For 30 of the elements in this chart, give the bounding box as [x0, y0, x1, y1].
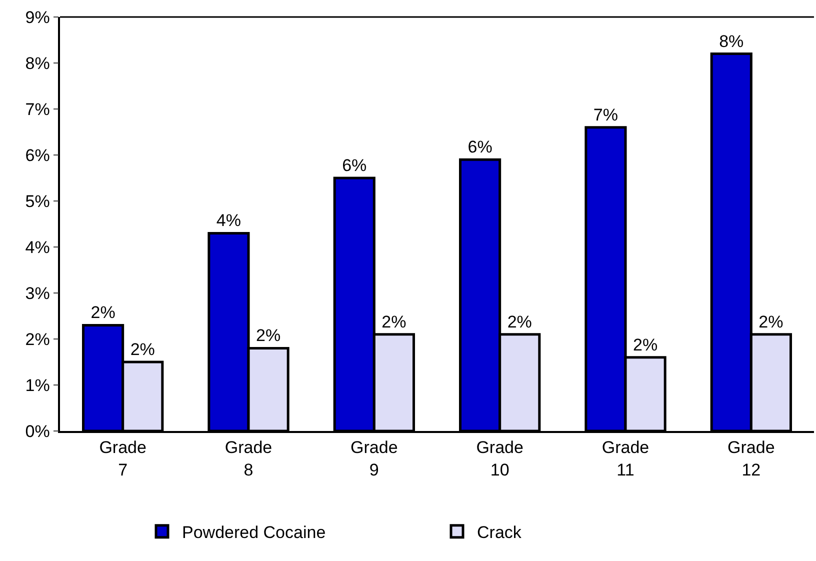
data-label: 8% — [719, 32, 744, 51]
x-tick-label: Grade 10 — [476, 438, 524, 480]
y-tick-label: 5% — [25, 192, 50, 211]
data-label: 2% — [758, 312, 784, 332]
data-label: 2% — [507, 312, 532, 332]
y-tick-label: 9% — [25, 8, 50, 27]
data-label: 2% — [130, 340, 155, 359]
data-label: 6% — [342, 156, 367, 175]
data-label: 6% — [468, 138, 492, 157]
x-tick-label: Grade 12 — [728, 438, 775, 480]
data-label: 2% — [633, 335, 658, 354]
legend-label: Crack — [477, 522, 522, 542]
y-tick-label: 4% — [25, 238, 50, 257]
y-tick-label: 2% — [25, 330, 50, 349]
x-tick-label: Grade 8 — [224, 438, 272, 480]
y-tick-label: 3% — [25, 284, 50, 303]
legend-label: Powdered Cocaine — [182, 522, 326, 542]
x-tick-label: Grade 11 — [602, 438, 650, 480]
y-tick-label: 1% — [25, 376, 50, 395]
data-label: 2% — [382, 312, 406, 332]
y-tick-label: 0% — [25, 422, 50, 441]
y-tick-label: 8% — [25, 54, 50, 73]
x-tick-label: Grade 9 — [350, 438, 398, 480]
y-tick-label: 7% — [25, 100, 50, 119]
data-label: 7% — [593, 105, 618, 124]
data-label: 2% — [90, 303, 116, 322]
data-label: 2% — [256, 326, 281, 346]
y-tick-label: 6% — [25, 146, 50, 165]
data-label: 4% — [216, 211, 241, 230]
x-tick-label: Grade 7 — [99, 438, 146, 480]
